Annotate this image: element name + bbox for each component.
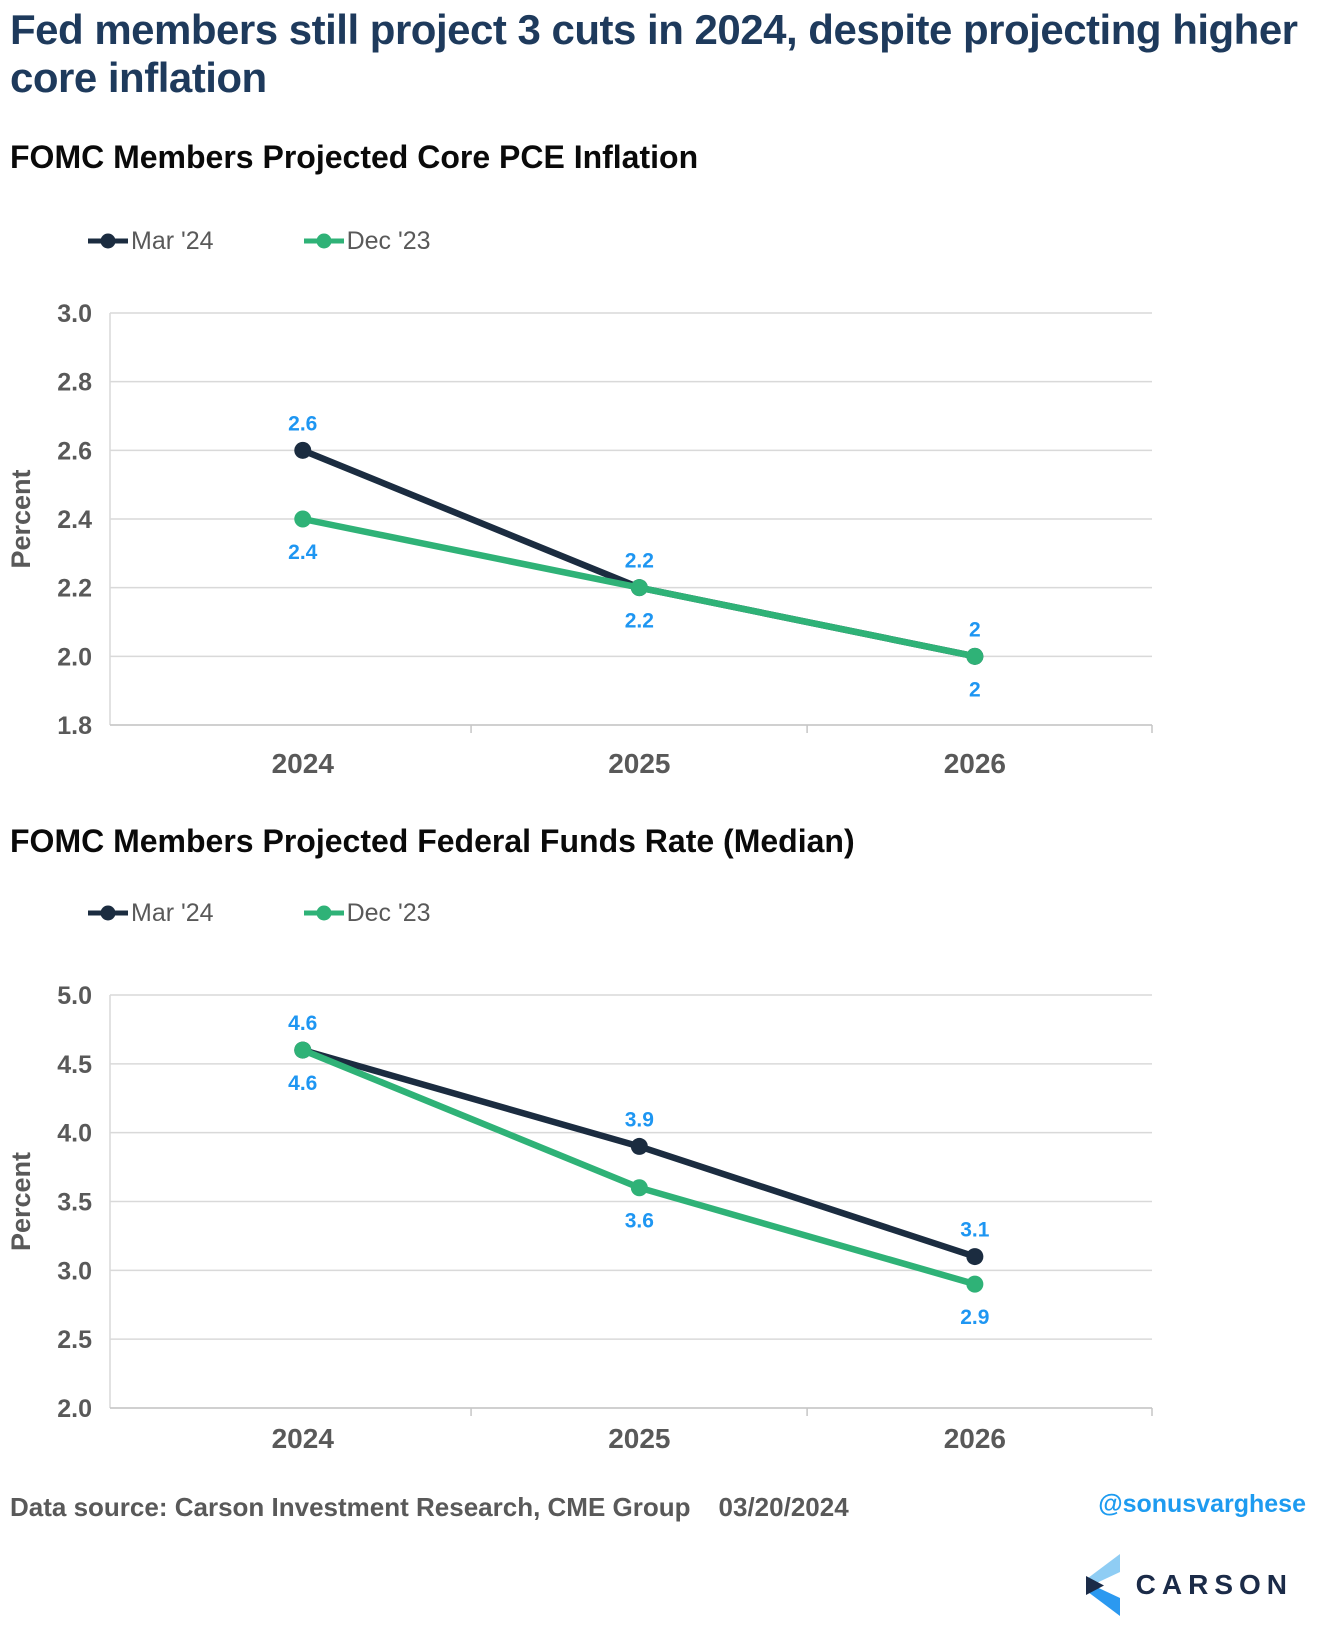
- svg-text:2025: 2025: [608, 1423, 670, 1454]
- page-title: Fed members still project 3 cuts in 2024…: [10, 6, 1298, 101]
- fed-funds-chart: 5.0 4.5 4.0 3.5 3.0 2.5 2.0 2024 2025 2026 Percent…: [6, 982, 1153, 1454]
- chart-title-core-pce: FOMC Members Projected Core PCE Inflatio…: [10, 139, 699, 175]
- svg-text:2.2: 2.2: [625, 610, 654, 633]
- svg-text:2: 2: [969, 678, 981, 701]
- svg-text:Percent: Percent: [6, 469, 36, 568]
- svg-text:2.4: 2.4: [288, 541, 318, 564]
- svg-text:2.9: 2.9: [960, 1306, 989, 1329]
- svg-text:4.5: 4.5: [57, 1051, 92, 1079]
- svg-text:2.4: 2.4: [57, 506, 92, 534]
- data-source-line: Data source: Carson Investment Research,…: [10, 1492, 849, 1523]
- brand-wordmark: CARSON: [1135, 1569, 1293, 1600]
- legend-label: Dec '23: [346, 226, 431, 255]
- svg-text:3.0: 3.0: [57, 1257, 92, 1285]
- carson-logo-icon: [1085, 1554, 1120, 1616]
- svg-text:3.9: 3.9: [625, 1108, 654, 1131]
- legend-item-mar24: Mar '24: [88, 899, 214, 928]
- chart-date: 03/20/2024: [718, 1492, 849, 1522]
- carson-logo: CARSON: [1080, 1552, 1293, 1618]
- svg-text:2026: 2026: [944, 748, 1006, 779]
- line-marker-icon: [303, 905, 344, 921]
- svg-text:2025: 2025: [608, 748, 670, 779]
- svg-text:4.0: 4.0: [57, 1120, 92, 1148]
- core-pce-chart: 3.0 2.8 2.6 2.4 2.2 2.0 1.8 2024 2025 2026 Percent…: [6, 300, 1153, 779]
- twitter-handle: @sonusvarghese: [1098, 1490, 1306, 1518]
- svg-text:2.8: 2.8: [57, 369, 92, 397]
- svg-text:4.6: 4.6: [288, 1012, 317, 1035]
- chart-title-fed-funds: FOMC Members Projected Federal Funds Rat…: [10, 823, 855, 859]
- line-marker-icon: [303, 233, 344, 249]
- svg-text:3.1: 3.1: [960, 1219, 990, 1242]
- svg-text:2026: 2026: [944, 1423, 1006, 1454]
- svg-text:2.2: 2.2: [625, 550, 654, 573]
- legend-fed-funds: Mar '24 Dec '23: [88, 896, 431, 930]
- svg-text:3.0: 3.0: [57, 300, 92, 328]
- line-marker-icon: [88, 905, 128, 921]
- line-marker-icon: [88, 233, 128, 249]
- svg-text:2.0: 2.0: [57, 1395, 92, 1423]
- svg-text:5.0: 5.0: [57, 982, 92, 1010]
- svg-text:2.0: 2.0: [57, 643, 92, 671]
- legend-item-dec23: Dec '23: [303, 226, 431, 256]
- svg-text:3.6: 3.6: [625, 1210, 654, 1233]
- svg-text:2024: 2024: [272, 748, 335, 779]
- svg-text:1.8: 1.8: [57, 712, 92, 740]
- legend-label: Mar '24: [131, 226, 214, 255]
- svg-text:4.6: 4.6: [288, 1072, 317, 1095]
- svg-text:2: 2: [969, 618, 981, 641]
- legend-item-dec23: Dec '23: [303, 898, 431, 928]
- svg-text:3.5: 3.5: [57, 1189, 92, 1217]
- legend-core-pce: Mar '24 Dec '23: [88, 224, 431, 258]
- data-source-text: Data source: Carson Investment Research,…: [10, 1492, 691, 1522]
- svg-text:Percent: Percent: [6, 1152, 36, 1251]
- legend-label: Dec '23: [346, 898, 431, 927]
- legend-label: Mar '24: [131, 898, 214, 927]
- svg-text:2.5: 2.5: [57, 1326, 92, 1354]
- svg-text:2.6: 2.6: [57, 437, 92, 465]
- svg-text:2.2: 2.2: [57, 575, 92, 603]
- svg-text:2024: 2024: [272, 1423, 335, 1454]
- legend-item-mar24: Mar '24: [88, 227, 214, 256]
- svg-text:2.6: 2.6: [288, 412, 317, 435]
